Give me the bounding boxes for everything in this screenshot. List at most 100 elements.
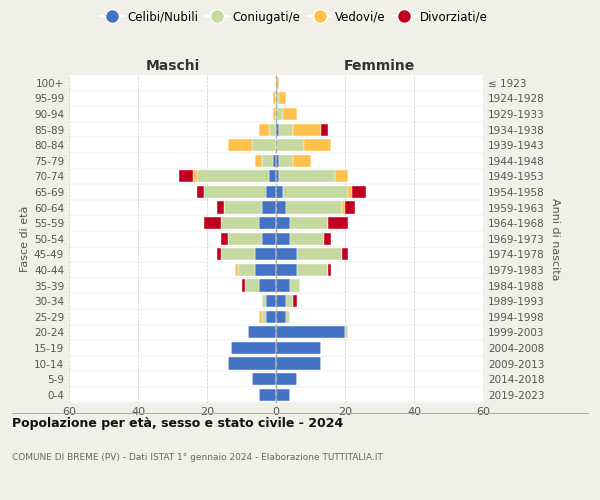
Bar [290,232,325,245]
Bar [235,264,238,276]
Bar [259,310,262,323]
Bar [276,108,283,120]
Bar [245,280,259,291]
Bar [259,124,269,136]
Bar [248,326,276,338]
Bar [193,170,197,182]
Bar [256,154,262,167]
Bar [242,280,245,291]
Bar [276,373,296,385]
Bar [341,248,349,260]
Y-axis label: Anni di nascita: Anni di nascita [550,198,560,280]
Bar [276,342,321,354]
Bar [341,202,345,213]
Bar [276,280,290,291]
Bar [335,170,349,182]
Bar [352,186,366,198]
Bar [276,295,286,307]
Bar [290,280,300,291]
Bar [228,139,252,151]
Bar [345,202,355,213]
Bar [276,76,280,89]
Bar [290,217,328,229]
Bar [283,186,349,198]
Bar [228,358,276,370]
Bar [304,139,331,151]
Bar [293,154,311,167]
Bar [266,186,276,198]
Bar [259,280,276,291]
Bar [276,358,321,370]
Bar [272,92,276,104]
Bar [296,248,341,260]
Bar [325,232,331,245]
Bar [293,295,296,307]
Bar [345,326,349,338]
Bar [276,310,286,323]
Bar [262,310,266,323]
Bar [256,248,276,260]
Bar [280,170,335,182]
Bar [276,264,296,276]
Bar [262,232,276,245]
Bar [349,186,352,198]
Bar [286,295,293,307]
Bar [272,108,276,120]
Bar [276,170,280,182]
Bar [328,264,331,276]
Bar [276,217,290,229]
Bar [266,295,276,307]
Bar [328,217,349,229]
Text: Popolazione per età, sesso e stato civile - 2024: Popolazione per età, sesso e stato civil… [12,418,343,430]
Bar [286,310,290,323]
Y-axis label: Fasce di età: Fasce di età [20,206,30,272]
Text: Maschi: Maschi [145,58,200,72]
Bar [259,388,276,401]
Bar [276,139,304,151]
Bar [262,154,272,167]
Bar [217,202,224,213]
Bar [283,108,296,120]
Bar [259,217,276,229]
Bar [280,92,286,104]
Bar [286,202,341,213]
Bar [272,154,276,167]
Bar [221,217,259,229]
Bar [238,264,256,276]
Bar [217,248,221,260]
Bar [197,170,269,182]
Bar [276,202,286,213]
Bar [228,232,262,245]
Bar [224,202,262,213]
Bar [252,373,276,385]
Bar [321,124,328,136]
Bar [280,124,293,136]
Bar [197,186,203,198]
Bar [262,202,276,213]
Bar [256,264,276,276]
Bar [293,124,321,136]
Bar [276,124,280,136]
Bar [203,186,266,198]
Bar [276,186,283,198]
Bar [221,248,256,260]
Bar [280,154,293,167]
Text: COMUNE DI BREME (PV) - Dati ISTAT 1° gennaio 2024 - Elaborazione TUTTITALIA.IT: COMUNE DI BREME (PV) - Dati ISTAT 1° gen… [12,452,383,462]
Bar [276,92,280,104]
Bar [276,232,290,245]
Bar [269,124,276,136]
Bar [276,326,345,338]
Legend: Celibi/Nubili, Coniugati/e, Vedovi/e, Divorziati/e: Celibi/Nubili, Coniugati/e, Vedovi/e, Di… [95,6,493,28]
Bar [221,232,228,245]
Bar [203,217,221,229]
Bar [179,170,193,182]
Bar [296,264,328,276]
Bar [231,342,276,354]
Bar [276,248,296,260]
Bar [266,310,276,323]
Text: Femmine: Femmine [344,58,415,72]
Bar [262,295,266,307]
Bar [269,170,276,182]
Bar [276,154,280,167]
Bar [252,139,276,151]
